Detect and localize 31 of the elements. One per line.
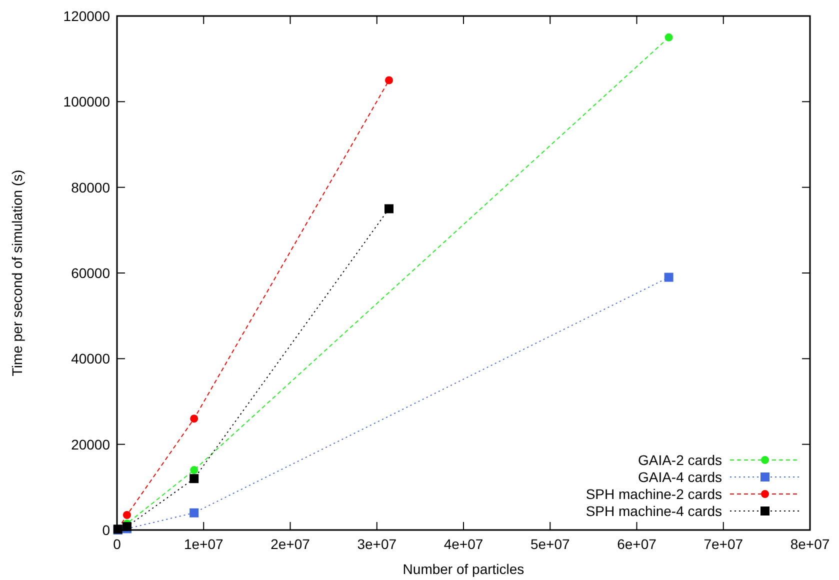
point xyxy=(122,511,131,520)
point xyxy=(385,76,394,84)
point xyxy=(190,414,198,423)
y-axis-title: Time per second of simulation (s) xyxy=(9,170,25,376)
x-tick-label: 5e+07 xyxy=(530,536,570,552)
x-tick-label: 3e+07 xyxy=(357,536,397,552)
y-tick-label: 40000 xyxy=(71,350,110,367)
x-tick-label: 2e+07 xyxy=(270,536,310,552)
x-axis-title: Number of particles xyxy=(402,561,524,577)
point xyxy=(384,204,394,214)
point xyxy=(190,466,198,474)
x-tick-label: 4e+07 xyxy=(444,536,484,552)
x-tick-label: 1e+07 xyxy=(184,536,224,552)
point xyxy=(190,474,199,484)
point xyxy=(190,508,199,518)
point xyxy=(664,272,674,282)
y-tick-label: 0 xyxy=(102,522,110,538)
x-tick-label: 0 xyxy=(113,536,122,552)
legend-label: GAIA-4 cards xyxy=(638,469,722,485)
x-tick-label: 6e+07 xyxy=(617,536,657,552)
x-tick-label: 7e+07 xyxy=(704,536,744,552)
y-tick-label: 100000 xyxy=(63,94,110,110)
y-tick-label: 60000 xyxy=(71,265,110,281)
y-tick-label: 20000 xyxy=(71,436,110,452)
legend-label: GAIA-2 cards xyxy=(638,452,722,468)
x-tick-label: 8e+07 xyxy=(790,536,830,552)
y-tick-label: 120000 xyxy=(63,8,110,24)
legend-label: SPH machine-2 cards xyxy=(586,486,722,502)
legend-label: SPH machine-4 cards xyxy=(586,503,722,519)
point xyxy=(664,33,673,42)
y-tick-label: 80000 xyxy=(71,179,110,196)
